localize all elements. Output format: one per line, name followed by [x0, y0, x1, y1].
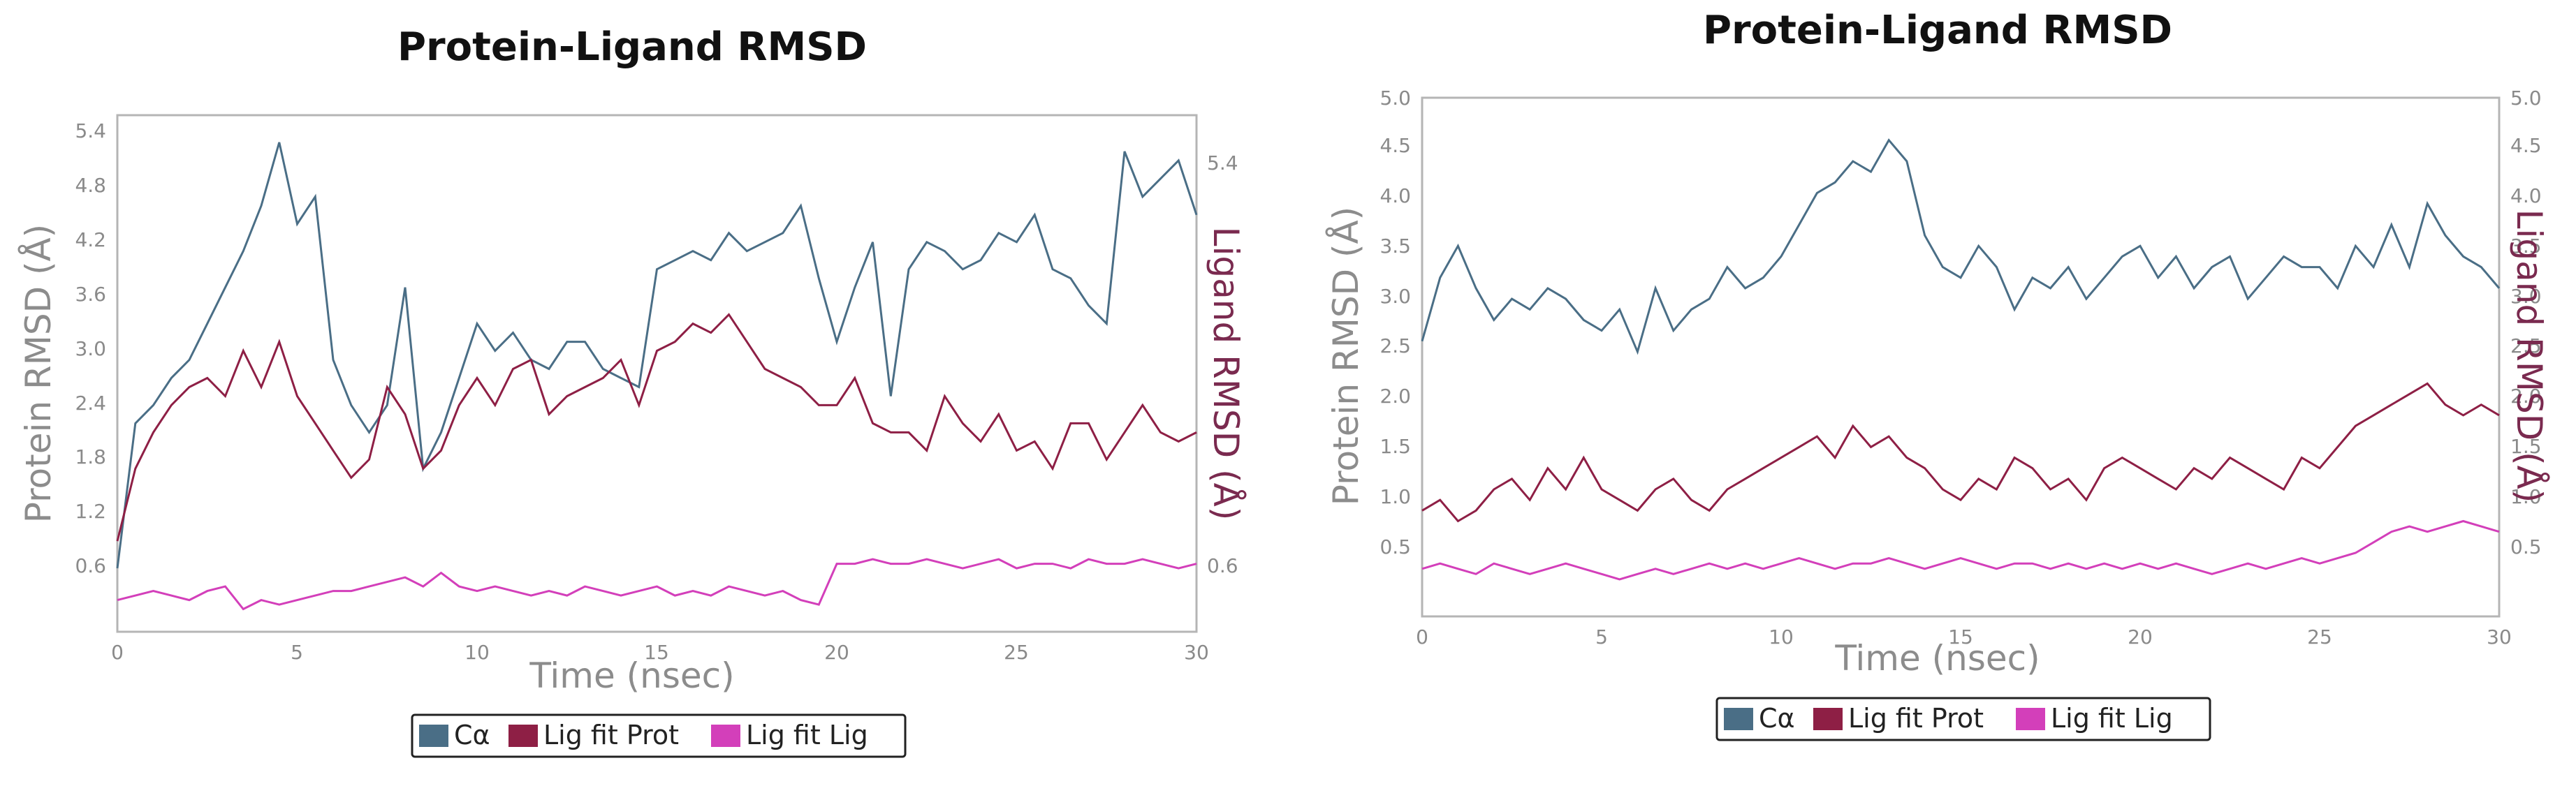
- legend: Cα Lig fit Prot Lig fit Lig: [1715, 697, 2211, 741]
- series-line-lig-fit-prot: [1421, 382, 2500, 523]
- y-right-axis-label: Ligand RMSD (Å): [1206, 227, 1246, 521]
- legend-swatch-ca: [419, 725, 448, 747]
- chart-title: Protein-Ligand RMSD: [397, 24, 867, 70]
- x-tick-label: 25: [2307, 625, 2332, 649]
- y-right-tick-label: 2.0: [2510, 385, 2542, 408]
- y-right-tick-label: 4.0: [2510, 184, 2542, 207]
- series-line-lig-fit-lig: [117, 558, 1197, 611]
- x-axis-label: Time (nsec): [1834, 638, 2040, 679]
- x-tick-labels: 0 5 10 15 20 25 30: [1416, 625, 2512, 649]
- x-tick-label: 25: [1004, 641, 1029, 664]
- y-tick-label: 5.4: [75, 119, 106, 142]
- y-right-tick-label: 4.5: [2510, 134, 2542, 157]
- y-tick-label: 5.0: [1380, 87, 1411, 110]
- x-tick-label: 10: [464, 641, 490, 664]
- chart-panel-left: Protein-Ligand RMSD 0.6 1.2 1.8 2.4 3.0 …: [0, 0, 1288, 797]
- y-tick-label: 2.5: [1380, 334, 1411, 357]
- x-tick-label: 20: [2128, 625, 2153, 649]
- y-tick-label: 3.5: [1380, 235, 1411, 258]
- series-line-lig-fit-lig: [1421, 519, 2500, 581]
- y-tick-label: 1.2: [75, 500, 106, 523]
- x-tick-label: 0: [111, 641, 124, 664]
- y-tick-label: 1.0: [1380, 485, 1411, 508]
- x-tick-label: 20: [824, 641, 849, 664]
- y-tick-label: 4.8: [75, 174, 106, 197]
- y-right-tick-label: 3.0: [2510, 285, 2542, 308]
- y-right-tick-labels: 0.5 1.0 1.5 2.0 2.5 3.0 3.5 4.0 4.5 5.0: [2510, 87, 2542, 558]
- y-axis-label: Protein RMSD (Å): [1326, 207, 1366, 505]
- x-tick-label: 15: [1948, 625, 1973, 649]
- y-tick-label: 4.2: [75, 228, 106, 251]
- legend-swatch-lig-fit-prot: [508, 725, 538, 747]
- x-tick-label: 30: [2487, 625, 2512, 649]
- plot-frame: [1421, 96, 2501, 618]
- legend-swatch-lig-fit-lig: [711, 725, 740, 747]
- y-tick-label: 3.6: [75, 283, 106, 306]
- legend-label-ca: Cα: [1759, 703, 1795, 734]
- y-right-tick-label: 2.5: [2510, 334, 2542, 357]
- series-line-ca: [116, 142, 1198, 569]
- y-tick-label: 2.0: [1380, 385, 1411, 408]
- series-line-lig-fit-prot: [116, 313, 1197, 542]
- y-tick-label: 4.5: [1380, 134, 1411, 157]
- y-tick-label: 3.0: [1380, 285, 1411, 308]
- y-tick-label: 2.4: [75, 392, 106, 415]
- y-tick-label: 0.6: [75, 554, 106, 577]
- x-tick-labels: 0 5 10 15 20 25 30: [111, 641, 1209, 664]
- y-tick-labels: 0.5 1.0 1.5 2.0 2.5 3.0 3.5 4.0 4.5 5.0: [1380, 87, 1411, 558]
- y-right-tick-label: 1.0: [2510, 485, 2542, 508]
- plot-frame: [116, 114, 1198, 633]
- y-tick-label: 1.5: [1380, 435, 1411, 458]
- x-tick-label: 10: [1769, 625, 1794, 649]
- y-right-tick-labels: 0.6 5.4: [1207, 151, 1238, 577]
- legend-label-ca: Cα: [454, 720, 490, 750]
- y-tick-label: 4.0: [1380, 184, 1411, 207]
- y-right-axis-label: Ligand RMSD (Å): [2509, 209, 2549, 503]
- x-axis-label: Time (nsec): [529, 655, 734, 696]
- x-tick-label: 30: [1184, 641, 1209, 664]
- legend-swatch-lig-fit-lig: [2016, 708, 2045, 730]
- y-tick-label: 3.0: [75, 337, 106, 360]
- plot-area: [1421, 138, 2501, 581]
- y-right-tick-label: 5.4: [1207, 151, 1238, 175]
- y-right-tick-label: 1.5: [2510, 435, 2542, 458]
- y-right-tick-label: 3.5: [2510, 235, 2542, 258]
- x-tick-label: 5: [291, 641, 303, 664]
- chart-panel-right: Protein-Ligand RMSD 0.5 1.0 1.5 2.0 2.5 …: [1288, 0, 2576, 797]
- y-tick-label: 0.5: [1380, 535, 1411, 558]
- legend-swatch-ca: [1724, 708, 1753, 730]
- chart-svg-right: Protein-Ligand RMSD 0.5 1.0 1.5 2.0 2.5 …: [1326, 8, 2549, 741]
- plot-area: [116, 142, 1198, 611]
- y-axis-label: Protein RMSD (Å): [18, 224, 59, 523]
- chart-svg-left: Protein-Ligand RMSD 0.6 1.2 1.8 2.4 3.0 …: [18, 24, 1246, 758]
- x-tick-label: 0: [1416, 625, 1428, 649]
- y-right-tick-label: 0.6: [1207, 554, 1238, 577]
- x-tick-label: 5: [1595, 625, 1608, 649]
- x-tick-label: 15: [644, 641, 669, 664]
- legend-swatch-lig-fit-prot: [1813, 708, 1843, 730]
- legend-label-lig-fit-lig: Lig fit Lig: [746, 720, 868, 750]
- y-tick-labels: 0.6 1.2 1.8 2.4 3.0 3.6 4.2 4.8 5.4: [75, 119, 106, 577]
- y-right-tick-label: 5.0: [2510, 87, 2542, 110]
- legend-label-lig-fit-prot: Lig fit Prot: [1848, 703, 1984, 734]
- chart-title: Protein-Ligand RMSD: [1703, 8, 2172, 53]
- legend-label-lig-fit-prot: Lig fit Prot: [543, 720, 679, 750]
- legend: Cα Lig fit Prot Lig fit Lig: [411, 713, 907, 758]
- series-line-ca: [1421, 138, 2501, 355]
- y-tick-label: 1.8: [75, 445, 106, 468]
- y-right-tick-label: 0.5: [2510, 535, 2542, 558]
- legend-label-lig-fit-lig: Lig fit Lig: [2051, 703, 2173, 734]
